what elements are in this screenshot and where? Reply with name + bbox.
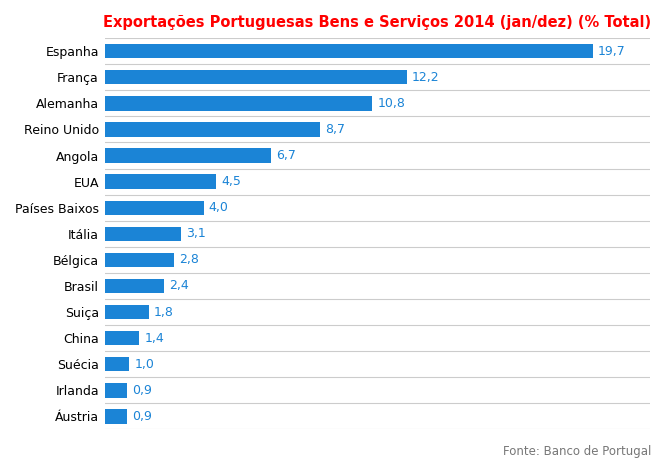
Bar	[104, 279, 164, 293]
Text: 8,7: 8,7	[325, 123, 345, 136]
Bar	[104, 96, 372, 111]
Bar	[104, 305, 149, 319]
Bar	[104, 331, 139, 345]
Text: 2,4: 2,4	[169, 280, 189, 293]
Text: 0,9: 0,9	[132, 384, 152, 397]
Bar	[104, 148, 271, 163]
Text: 4,5: 4,5	[221, 175, 241, 188]
Text: 19,7: 19,7	[598, 44, 626, 58]
Text: 3,1: 3,1	[186, 227, 206, 240]
Bar	[104, 70, 407, 84]
Text: 0,9: 0,9	[132, 410, 152, 423]
Text: 1,4: 1,4	[144, 332, 164, 344]
Text: 12,2: 12,2	[412, 71, 440, 84]
Text: 6,7: 6,7	[275, 149, 295, 162]
Text: 4,0: 4,0	[209, 201, 229, 214]
Text: Fonte: Banco de Portugal: Fonte: Banco de Portugal	[503, 445, 652, 458]
Title: Exportações Portuguesas Bens e Serviços 2014 (jan/dez) (% Total): Exportações Portuguesas Bens e Serviços …	[103, 15, 651, 30]
Text: 2,8: 2,8	[179, 253, 199, 266]
Bar	[104, 357, 130, 371]
Bar	[104, 200, 203, 215]
Bar	[104, 226, 182, 241]
Bar	[104, 409, 127, 424]
Bar	[104, 44, 593, 58]
Text: 10,8: 10,8	[377, 97, 405, 110]
Text: 1,0: 1,0	[134, 358, 154, 371]
Bar	[104, 383, 127, 398]
Bar	[104, 253, 174, 267]
Bar	[104, 175, 216, 189]
Bar	[104, 122, 321, 137]
Text: 1,8: 1,8	[154, 306, 174, 319]
